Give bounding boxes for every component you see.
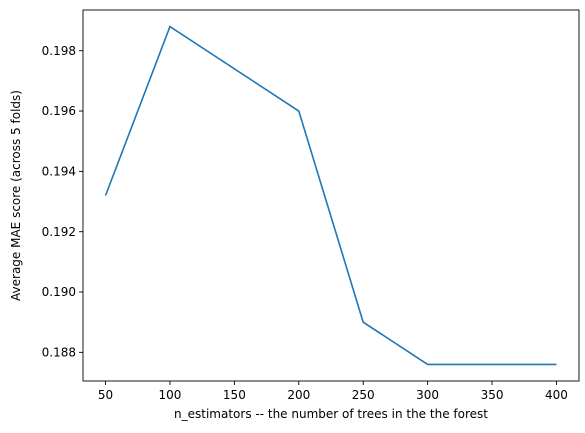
- x-axis-label: n_estimators -- the number of trees in t…: [174, 407, 488, 421]
- plot-frame: [82, 9, 580, 382]
- y-axis-label: Average MAE score (across 5 folds): [9, 90, 23, 301]
- y-tick-label: 0.196: [42, 104, 76, 118]
- x-tick-label: 350: [481, 388, 504, 402]
- x-tick-label: 200: [287, 388, 310, 402]
- y-tick-label: 0.188: [42, 346, 76, 360]
- x-tick-label: 100: [159, 388, 182, 402]
- y-tick-label: 0.192: [42, 225, 76, 239]
- x-tick-label: 300: [416, 388, 439, 402]
- x-tick-label: 150: [223, 388, 246, 402]
- x-tick-label: 50: [98, 388, 113, 402]
- y-tick-label: 0.194: [42, 165, 76, 179]
- y-tick-label: 0.198: [42, 44, 76, 58]
- plot-area: [83, 10, 579, 381]
- x-tick-label: 250: [352, 388, 375, 402]
- x-tick-label: 400: [545, 388, 568, 402]
- series-line: [104, 25, 557, 366]
- y-tick-label: 0.190: [42, 285, 76, 299]
- y-axis-ticks: 0.188 0.190 0.192 0.194 0.196 0.198: [42, 44, 83, 360]
- x-axis-ticks: 50 100 150 200 250 300 350 400: [98, 381, 568, 402]
